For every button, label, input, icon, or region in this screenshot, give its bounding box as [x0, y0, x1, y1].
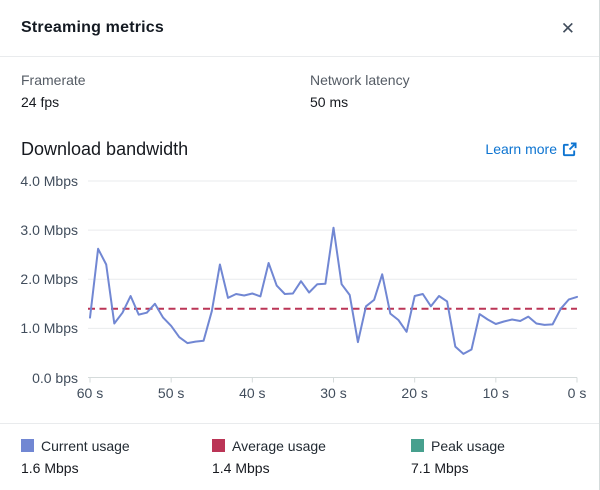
- legend-value: 7.1 Mbps: [411, 460, 469, 476]
- metric-network-latency: Network latency 50 ms: [310, 70, 410, 112]
- x-axis-tick-label: 10 s: [482, 385, 510, 401]
- learn-more-link[interactable]: Learn more: [485, 141, 577, 157]
- metric-value: 50 ms: [310, 94, 349, 110]
- legend-label: Average usage: [232, 437, 326, 454]
- bandwidth-chart-svg: [88, 180, 578, 383]
- close-icon: ✕: [560, 18, 575, 38]
- legend-swatch: [411, 439, 424, 452]
- metric-label: Framerate: [21, 72, 86, 88]
- x-axis-tick-label: 30 s: [320, 385, 347, 401]
- x-axis-tick-label: 40 s: [239, 385, 266, 401]
- legend-divider: [0, 423, 599, 424]
- external-link-icon: [562, 141, 577, 156]
- close-button[interactable]: ✕: [557, 16, 579, 41]
- y-axis-tick-label: 2.0 Mbps: [20, 271, 78, 288]
- y-axis-tick-label: 0.0 bps: [32, 369, 78, 386]
- metric-value: 24 fps: [21, 94, 60, 110]
- learn-more-label: Learn more: [485, 141, 557, 157]
- y-axis-tick-label: 3.0 Mbps: [20, 222, 78, 239]
- legend-item-current: Current usage 1.6 Mbps: [21, 436, 130, 478]
- y-axis-tick-label: 1.0 Mbps: [20, 320, 78, 337]
- legend-value: 1.4 Mbps: [212, 460, 270, 476]
- legend-swatch: [21, 439, 34, 452]
- x-axis-tick-label: 20 s: [401, 385, 428, 401]
- bandwidth-chart: 4.0 Mbps 3.0 Mbps 2.0 Mbps 1.0 Mbps 0.0 bps …: [0, 165, 599, 405]
- panel-header: Streaming metrics ✕: [0, 0, 599, 57]
- panel-title: Streaming metrics: [21, 19, 165, 36]
- legend-item-average: Average usage 1.4 Mbps: [212, 436, 326, 478]
- x-axis-tick-label: 50 s: [157, 385, 185, 401]
- x-axis-tick-label: 60 s: [76, 385, 104, 401]
- legend-label: Peak usage: [431, 437, 505, 454]
- metric-label: Network latency: [310, 72, 410, 88]
- legend-item-peak: Peak usage 7.1 Mbps: [411, 436, 505, 478]
- y-axis-tick-label: 4.0 Mbps: [20, 173, 78, 189]
- legend-label: Current usage: [41, 437, 130, 454]
- x-axis-tick-label: 0 s: [567, 385, 587, 401]
- legend-value: 1.6 Mbps: [21, 460, 79, 476]
- section-header: Download bandwidth Learn more: [21, 136, 577, 162]
- metric-framerate: Framerate 24 fps: [21, 70, 86, 112]
- section-title: Download bandwidth: [21, 138, 189, 159]
- legend-swatch: [212, 439, 225, 452]
